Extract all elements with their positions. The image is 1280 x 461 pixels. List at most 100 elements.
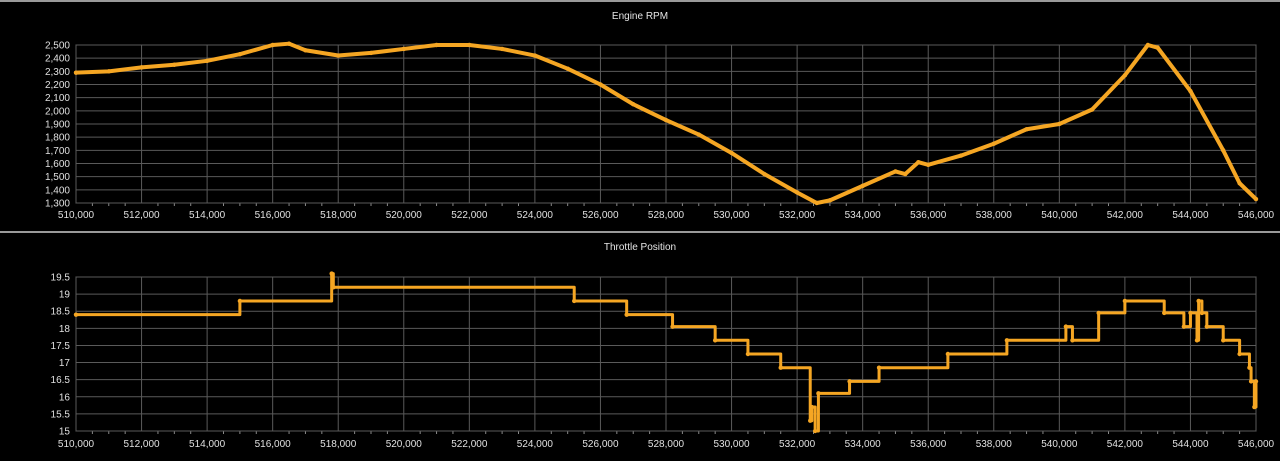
data-point bbox=[1237, 181, 1242, 186]
data-point bbox=[331, 285, 336, 290]
x-tick-label: 540,000 bbox=[1041, 210, 1078, 221]
x-tick-label: 536,000 bbox=[910, 439, 947, 450]
data-point bbox=[1155, 45, 1160, 50]
x-tick-label: 546,000 bbox=[1238, 439, 1275, 450]
data-point bbox=[270, 42, 275, 48]
y-tick-label: 15.5 bbox=[51, 409, 71, 420]
y-tick-label: 16 bbox=[59, 392, 71, 403]
y-tick-label: 19 bbox=[59, 290, 71, 301]
x-tick-label: 534,000 bbox=[845, 210, 882, 221]
x-tick-label: 532,000 bbox=[779, 439, 816, 450]
x-tick-label: 544,000 bbox=[1172, 210, 1209, 221]
data-point bbox=[812, 428, 818, 434]
data-point bbox=[73, 70, 79, 75]
data-point bbox=[1188, 88, 1193, 94]
data-point bbox=[204, 58, 210, 63]
data-point bbox=[729, 150, 734, 156]
x-tick-label: 538,000 bbox=[976, 439, 1013, 450]
y-tick-label: 2,200 bbox=[45, 80, 70, 91]
data-point bbox=[945, 351, 951, 357]
x-tick-label: 538,000 bbox=[976, 210, 1013, 221]
x-tick-label: 534,000 bbox=[845, 439, 882, 450]
data-point bbox=[847, 379, 852, 384]
throttle-position-chart: 510,000 512,000 514,000 516,000 518,000 520,0… bbox=[51, 271, 1275, 450]
data-point bbox=[663, 117, 669, 123]
x-tick-label: 546,000 bbox=[1238, 210, 1275, 221]
data-point bbox=[1199, 310, 1205, 316]
data-point bbox=[991, 141, 996, 146]
data-point bbox=[624, 312, 629, 317]
data-point bbox=[916, 159, 921, 165]
x-tick-label: 528,000 bbox=[648, 439, 685, 450]
data-point bbox=[1096, 310, 1101, 316]
data-point bbox=[1122, 73, 1128, 78]
data-point bbox=[809, 404, 815, 410]
data-point bbox=[532, 53, 538, 58]
data-point bbox=[303, 48, 308, 53]
data-point bbox=[1253, 379, 1259, 384]
data-point bbox=[467, 42, 472, 48]
x-tick-label: 520,000 bbox=[386, 210, 423, 221]
y-tick-label: 1,600 bbox=[45, 159, 70, 170]
engine-rpm-panel: Engine RPM 510,000 512,000 514,000 516,000 5… bbox=[0, 0, 1280, 229]
data-point bbox=[1248, 379, 1254, 384]
y-tick-label: 1,400 bbox=[45, 185, 70, 196]
data-point bbox=[696, 132, 701, 137]
data-point bbox=[368, 50, 374, 56]
x-tick-label: 516,000 bbox=[255, 210, 292, 221]
data-point bbox=[1194, 338, 1200, 343]
y-tick-label: 1,900 bbox=[45, 120, 70, 131]
x-tick-label: 526,000 bbox=[582, 210, 619, 221]
data-point bbox=[762, 171, 767, 177]
data-point bbox=[286, 41, 292, 46]
data-point bbox=[860, 183, 865, 189]
data-point bbox=[1063, 324, 1069, 329]
data-point bbox=[1004, 338, 1010, 343]
y-tick-label: 1,300 bbox=[45, 199, 70, 210]
y-tick-label: 15 bbox=[59, 427, 71, 438]
x-tick-label: 510,000 bbox=[58, 210, 95, 221]
x-tick-label: 530,000 bbox=[713, 439, 750, 450]
data-point bbox=[237, 298, 243, 304]
y-tick-label: 18.5 bbox=[51, 307, 71, 318]
y-tick-label: 17.5 bbox=[51, 341, 71, 352]
data-point bbox=[808, 418, 813, 423]
data-point bbox=[778, 365, 783, 370]
data-point bbox=[1057, 121, 1062, 127]
x-tick-label: 512,000 bbox=[123, 210, 160, 221]
x-tick-label: 512,000 bbox=[123, 439, 160, 450]
x-tick-label: 542,000 bbox=[1107, 210, 1144, 221]
data-point bbox=[139, 65, 144, 70]
data-point bbox=[1181, 324, 1187, 329]
data-point bbox=[1247, 365, 1252, 370]
x-tick-label: 510,000 bbox=[58, 439, 95, 450]
y-tick-label: 19.5 bbox=[51, 273, 71, 284]
data-point bbox=[958, 153, 964, 158]
data-point bbox=[893, 169, 898, 174]
y-tick-label: 1,500 bbox=[45, 172, 70, 183]
data-point bbox=[670, 324, 675, 329]
data-point bbox=[329, 271, 334, 276]
y-tick-label: 1,700 bbox=[45, 146, 70, 157]
data-point bbox=[565, 66, 570, 71]
engine-rpm-title: Engine RPM bbox=[611, 11, 669, 22]
data-point bbox=[1253, 196, 1259, 202]
x-tick-label: 544,000 bbox=[1172, 439, 1209, 450]
x-tick-label: 514,000 bbox=[189, 439, 226, 450]
data-point bbox=[434, 42, 439, 48]
y-tick-label: 2,400 bbox=[45, 54, 70, 65]
data-point bbox=[499, 46, 505, 52]
data-point bbox=[73, 312, 79, 317]
data-point bbox=[1221, 148, 1226, 153]
x-tick-label: 540,000 bbox=[1041, 439, 1078, 450]
y-tick-label: 2,300 bbox=[45, 67, 70, 78]
data-point bbox=[598, 82, 603, 87]
data-point bbox=[631, 102, 636, 107]
data-point bbox=[172, 62, 177, 67]
data-point bbox=[1024, 127, 1029, 132]
data-point bbox=[814, 200, 819, 206]
data-point bbox=[903, 171, 908, 177]
data-point bbox=[572, 298, 577, 304]
x-tick-label: 516,000 bbox=[255, 439, 292, 450]
x-tick-label: 518,000 bbox=[320, 439, 357, 450]
